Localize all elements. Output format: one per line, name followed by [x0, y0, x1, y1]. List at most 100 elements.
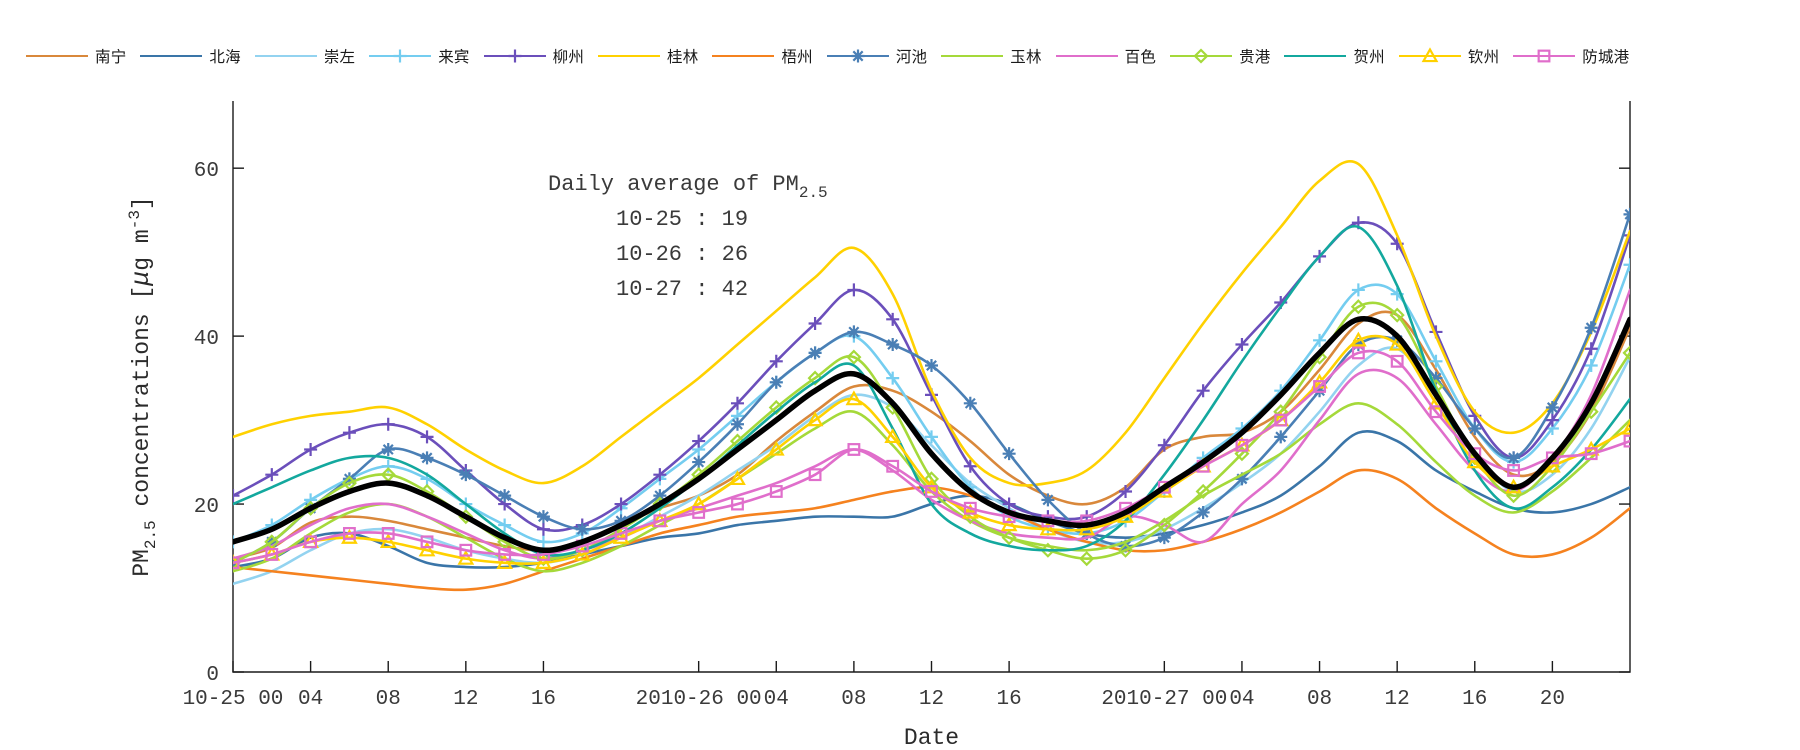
series-marker — [692, 455, 706, 469]
y-tick-label-40: 40 — [194, 328, 219, 351]
series-marker — [536, 522, 550, 536]
legend-label: 崇左 — [323, 49, 356, 66]
series-marker — [575, 522, 589, 536]
legend-line — [941, 55, 1004, 57]
series-path — [233, 349, 1630, 565]
legend-item-河池[interactable]: 河池 — [826, 45, 927, 67]
legend-item-桂林[interactable]: 桂林 — [598, 45, 698, 67]
series-marker — [1001, 530, 1017, 546]
legend-item-钦州[interactable]: 钦州 — [1398, 45, 1499, 67]
series-marker — [393, 49, 407, 63]
series-marker — [1000, 516, 1018, 532]
series-marker — [379, 533, 397, 549]
legend-marker-diamond-icon — [1193, 48, 1209, 64]
annotation-line-0: 10-25 : 19 — [616, 207, 748, 232]
series-崇左 — [233, 346, 1630, 586]
series-marker — [459, 543, 473, 557]
legend-line — [712, 55, 775, 57]
series-marker — [767, 440, 785, 456]
legend-line — [140, 55, 203, 57]
series-marker — [233, 489, 240, 503]
legend-item-百色[interactable]: 百色 — [1055, 45, 1156, 67]
series-marker — [847, 283, 861, 297]
legend-line — [1398, 55, 1461, 57]
x-tick-label-12: 08 — [1307, 688, 1332, 711]
series-marker — [1622, 345, 1630, 361]
legend-item-梧州[interactable]: 梧州 — [712, 45, 813, 67]
legend-label: 北海 — [209, 49, 241, 66]
series-marker — [536, 510, 550, 524]
series-marker — [508, 49, 522, 63]
series-marker — [1429, 405, 1443, 419]
series-path — [233, 159, 1630, 487]
x-tick-label-0: 10-25 00 — [183, 688, 284, 711]
series-marker — [1313, 380, 1326, 393]
legend-item-北海[interactable]: 北海 — [140, 45, 241, 67]
legend-marker-wrap — [506, 48, 523, 65]
series-path — [233, 288, 1630, 560]
series-marker — [1507, 464, 1521, 477]
legend-label: 柳州 — [552, 49, 585, 66]
series-marker — [886, 371, 900, 385]
legend-swatch-百色 — [1055, 47, 1118, 65]
legend-item-来宾[interactable]: 来宾 — [369, 45, 469, 67]
series-marker — [1078, 520, 1096, 536]
series-marker — [1351, 346, 1365, 360]
series-marker — [498, 489, 512, 503]
series-marker — [847, 443, 861, 456]
annotation-title: Daily average of PM2.5 — [548, 172, 828, 202]
series-marker — [1002, 447, 1016, 461]
series-marker — [381, 459, 395, 473]
legend-label: 来宾 — [438, 49, 470, 66]
legend-item-柳州[interactable]: 柳州 — [483, 45, 585, 67]
series-marker — [1235, 438, 1249, 452]
legend-item-崇左[interactable]: 崇左 — [254, 45, 356, 67]
legend-line — [1055, 55, 1118, 57]
legend-line — [1513, 55, 1576, 57]
legend-swatch-贵港 — [1170, 47, 1233, 65]
series-marker — [768, 399, 784, 416]
legend-swatch-崇左 — [254, 47, 317, 65]
series-marker — [1507, 451, 1521, 465]
legend-marker-square-icon — [1537, 49, 1551, 63]
series-百色 — [233, 288, 1630, 560]
series-marker — [1273, 404, 1289, 420]
x-tick-label-3: 12 — [453, 688, 478, 711]
series-marker — [1584, 321, 1598, 335]
series-marker — [304, 535, 318, 549]
x-tick-label-8: 12 — [919, 688, 944, 711]
legend-item-防城港[interactable]: 防城港 — [1513, 45, 1629, 67]
series-marker — [925, 430, 938, 444]
legend-label: 防城港 — [1582, 49, 1630, 66]
series-marker — [886, 338, 900, 352]
legend-label: 南宁 — [95, 49, 127, 66]
series-marker — [1621, 419, 1630, 435]
series-marker — [265, 468, 279, 482]
series-marker — [342, 472, 356, 486]
series-marker — [342, 426, 356, 440]
legend-item-贵港[interactable]: 贵港 — [1170, 45, 1270, 67]
series-marker — [614, 527, 628, 540]
legend-label: 贵港 — [1239, 49, 1271, 66]
series-marker — [1195, 483, 1211, 500]
legend-item-南宁[interactable]: 南宁 — [26, 45, 126, 67]
series-marker — [1351, 283, 1365, 297]
legend-swatch-南宁 — [26, 47, 88, 65]
series-marker — [1119, 539, 1133, 553]
series-marker — [535, 554, 552, 570]
series-marker — [1623, 207, 1630, 221]
series-path — [233, 334, 1630, 565]
legend-item-玉林[interactable]: 玉林 — [941, 45, 1041, 67]
legend-swatch-梧州 — [712, 47, 775, 65]
legend-item-贺州[interactable]: 贺州 — [1284, 45, 1385, 67]
series-marker — [459, 468, 473, 482]
series-marker — [886, 312, 900, 326]
series-marker — [692, 434, 706, 448]
legend-swatch-柳州 — [483, 47, 546, 65]
series-marker — [1313, 333, 1327, 347]
annotation-line-1: 10-26 : 26 — [616, 242, 748, 267]
series-marker — [420, 451, 434, 465]
series-marker — [1157, 531, 1171, 545]
series-marker — [536, 535, 550, 549]
